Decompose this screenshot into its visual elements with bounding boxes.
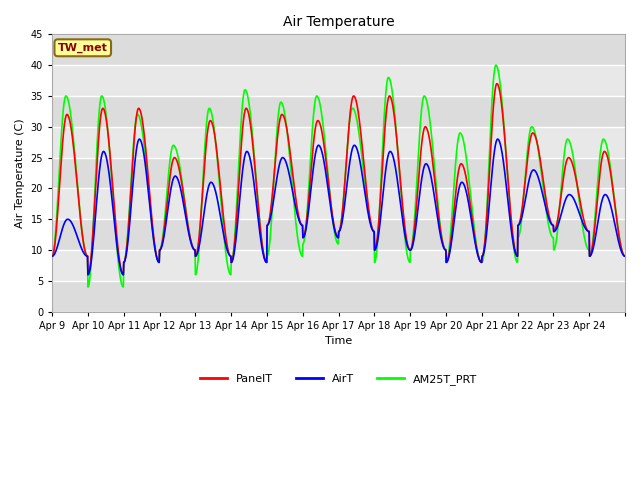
X-axis label: Time: Time <box>325 336 352 346</box>
Bar <box>52 250 625 281</box>
Bar <box>52 219 625 250</box>
Bar <box>52 157 625 189</box>
Bar <box>52 96 625 127</box>
Bar <box>52 189 625 219</box>
Bar <box>52 65 625 96</box>
Title: Air Temperature: Air Temperature <box>283 15 394 29</box>
Y-axis label: Air Temperature (C): Air Temperature (C) <box>15 118 25 228</box>
Text: TW_met: TW_met <box>58 43 108 53</box>
Legend: PanelT, AirT, AM25T_PRT: PanelT, AirT, AM25T_PRT <box>195 370 482 389</box>
Bar <box>52 281 625 312</box>
Bar <box>52 127 625 157</box>
Bar <box>52 35 625 65</box>
